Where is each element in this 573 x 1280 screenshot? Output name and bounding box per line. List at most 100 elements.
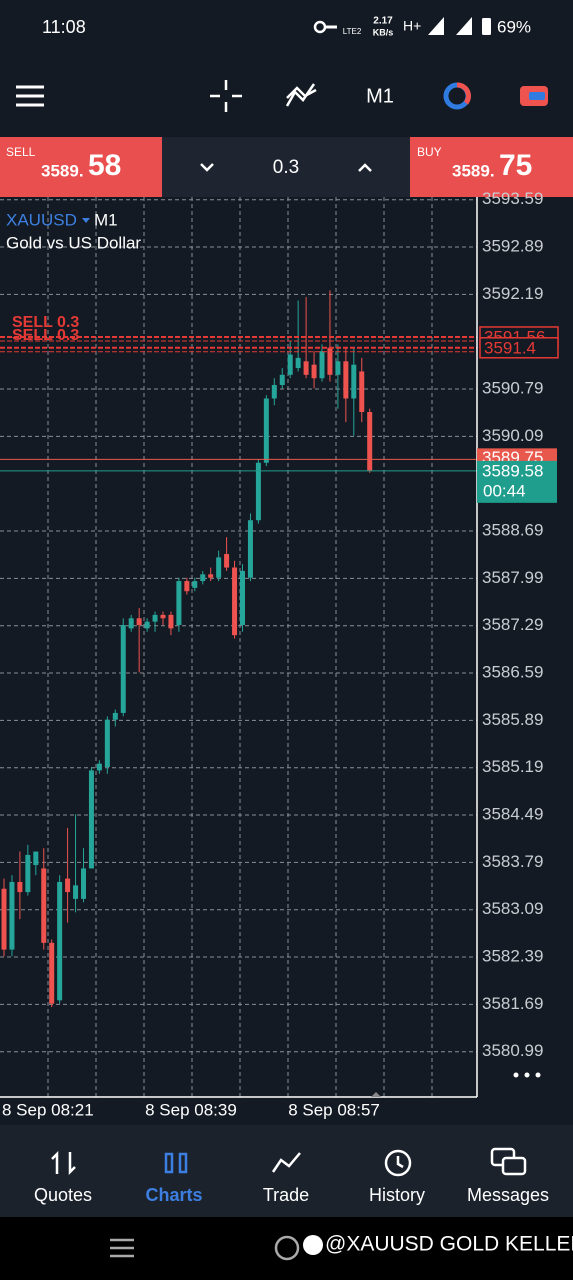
speed-unit: KB/s (373, 27, 394, 37)
nav-item[interactable]: Messages (467, 1185, 549, 1205)
y-tick-label: 3587.29 (482, 615, 543, 634)
candle-body (279, 374, 285, 385)
symbol: XAUUSD (6, 210, 77, 229)
nav-bar: Quotes Charts Trade History Messages (34, 1185, 549, 1205)
buy-price: 3589. (452, 161, 495, 180)
signal-type: H+ (403, 18, 421, 34)
battery: 69% (497, 17, 531, 36)
dot (535, 1072, 541, 1078)
candle-body (17, 881, 23, 893)
candle-body (271, 384, 277, 399)
menu-button[interactable] (16, 85, 44, 107)
candle-body (295, 357, 301, 369)
nav-bg (0, 1125, 573, 1217)
y-tick-label: 3581.69 (482, 994, 543, 1013)
y-tick-label: 3586.59 (482, 663, 543, 682)
buy-price-pips: 75 (499, 149, 532, 182)
chart-legend: XAUUSD M1 Gold vs US Dollar (6, 210, 141, 252)
x-tick-label: 8 Sep 08:39 (145, 1100, 237, 1119)
trade-panel: SELL 3589. 58 0.3 BUY 3589. 75 (0, 137, 573, 197)
symbol-dropdown[interactable] (82, 218, 90, 223)
candle-body (57, 881, 63, 1001)
volume[interactable]: 0.3 (273, 157, 299, 178)
candle-body (216, 557, 222, 578)
charts-icon (164, 1152, 174, 1174)
status-icons: LTE2 2.17 KB/s H+ 69% (313, 16, 531, 37)
charts-icon (178, 1152, 188, 1174)
candle-body (168, 614, 174, 629)
candle-body (81, 868, 86, 899)
chart-marks (0, 199, 477, 1053)
facebook-icon (303, 1235, 323, 1255)
indicators-button[interactable] (285, 83, 317, 107)
candle-body (1, 888, 7, 950)
y-tick-label: 3582.39 (482, 947, 543, 966)
symbol-description: Gold vs US Dollar (6, 233, 141, 252)
speed: 2.17 (373, 16, 393, 27)
candle-body (65, 878, 71, 893)
candle-countdown: 00:44 (483, 481, 526, 500)
candle-body (287, 354, 293, 375)
y-tick-label: 3583.79 (482, 852, 543, 871)
nav-label: Trade (263, 1185, 309, 1205)
more-button[interactable] (513, 1072, 541, 1078)
candle-body (96, 763, 102, 771)
y-tick-label: 3590.79 (482, 379, 543, 398)
candle-body (263, 398, 269, 463)
system-nav (110, 1235, 300, 1261)
messages-icon (501, 1156, 527, 1176)
buy-button[interactable] (410, 137, 573, 197)
candle-body (152, 614, 158, 622)
candle-body (208, 574, 214, 578)
candle-body (303, 361, 309, 375)
system-bar (0, 1217, 573, 1280)
home-button[interactable] (274, 1235, 300, 1261)
signal-icon (428, 17, 444, 35)
history-icon (384, 1149, 412, 1177)
candle-body (73, 885, 79, 899)
dot (513, 1072, 519, 1078)
objects-icon (456, 82, 472, 105)
nav-label: Messages (467, 1185, 549, 1205)
timeframe-button[interactable]: M1 (366, 85, 394, 107)
dot (524, 1072, 530, 1078)
candle-body (128, 618, 134, 629)
candle-body (232, 567, 238, 636)
x-tick-label: 8 Sep 08:57 (288, 1100, 380, 1119)
candle-body (192, 581, 198, 588)
nav-label: Quotes (34, 1185, 92, 1205)
volume-up[interactable] (358, 163, 372, 172)
candle-body (335, 361, 341, 375)
candle-body (120, 625, 126, 713)
candle-body (255, 462, 261, 521)
candle-body (327, 347, 333, 375)
candle-body (367, 412, 373, 471)
volume-down[interactable] (200, 163, 214, 172)
candle-body (9, 881, 15, 950)
candle-body (184, 581, 190, 592)
order-price: 3591.4 (484, 338, 536, 357)
y-tick-label: 3592.89 (482, 237, 543, 256)
nav-item[interactable]: History (369, 1185, 425, 1205)
chart-timeframe: M1 (94, 210, 118, 229)
sell-price: 3589. (41, 161, 84, 180)
y-tick-label: 3585.19 (482, 757, 543, 776)
nav-item[interactable]: Quotes (34, 1185, 92, 1205)
candle-body (224, 554, 230, 568)
network: LTE2 (343, 27, 362, 36)
bid-price: 3589.58 (482, 461, 543, 480)
battery-icon (482, 18, 491, 35)
key-icon (325, 25, 337, 29)
sell-button[interactable] (0, 137, 162, 197)
y-tick-label: 3587.99 (482, 568, 543, 587)
crosshair-button[interactable] (210, 80, 242, 112)
nav-label: Charts (145, 1185, 202, 1205)
nav-label: History (369, 1185, 425, 1205)
nav-item[interactable]: Trade (263, 1185, 309, 1205)
candle-body (144, 621, 150, 629)
candle-body (343, 361, 349, 399)
trade-icon (529, 92, 545, 100)
nav-item[interactable]: Charts (145, 1185, 202, 1205)
candle-body (200, 574, 206, 582)
candle-body (33, 851, 39, 866)
